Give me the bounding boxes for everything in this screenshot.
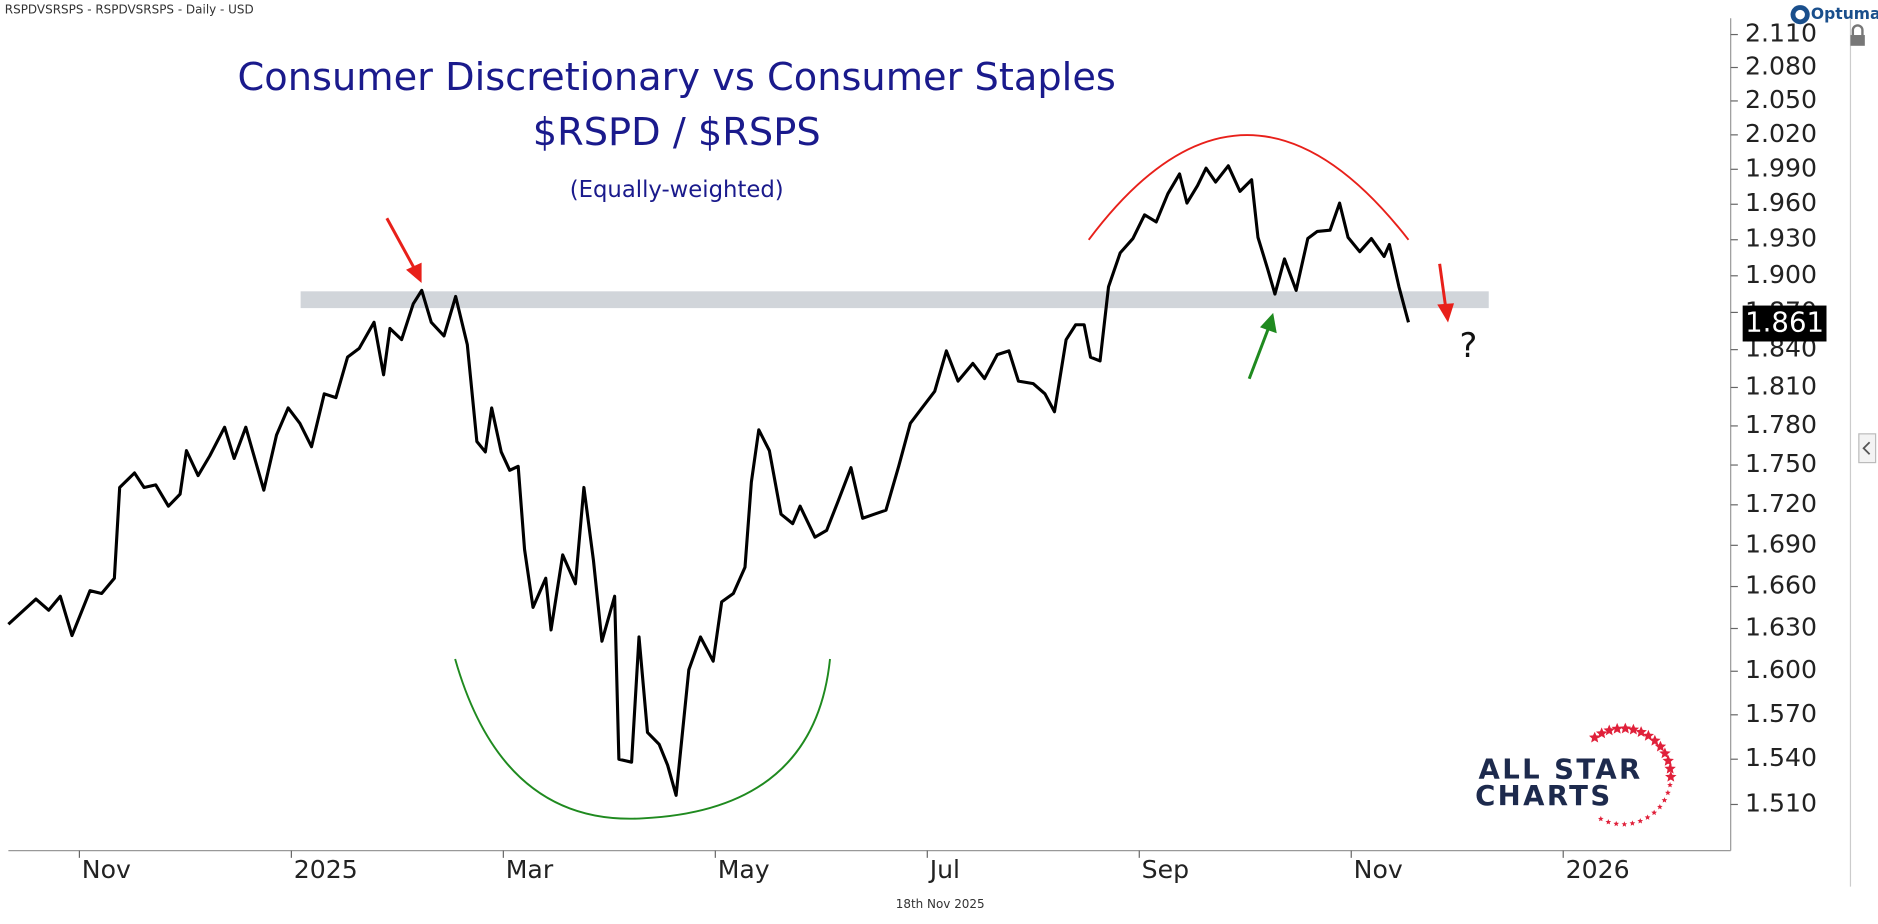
top-arc: [1087, 134, 1410, 241]
y-tick-label: 2.080: [1745, 52, 1817, 81]
y-tick-label: 1.930: [1745, 224, 1817, 253]
logo-star: [1627, 723, 1640, 735]
red-arrow-down: [1437, 263, 1455, 323]
logo-line2: CHARTS: [1475, 780, 1613, 812]
header: RSPDVSRSPS - RSPDVSRSPS - Daily - USD: [5, 2, 254, 16]
logo-star: [1588, 731, 1601, 743]
logo-star: [1613, 820, 1620, 827]
x-tick-label: Mar: [506, 855, 554, 884]
logo-line1: ALL STAR: [1479, 753, 1643, 785]
logo-star: [1629, 820, 1636, 826]
allstar-logo: ALL STAR CHARTS: [1475, 722, 1677, 827]
y-tick-label: 1.750: [1745, 449, 1817, 478]
logo-star: [1664, 762, 1676, 774]
y-tick-label: 1.990: [1745, 153, 1817, 182]
y-tick-label: 1.720: [1745, 489, 1817, 518]
lock-shackle: [1851, 24, 1864, 36]
plot-area: [7, 164, 1410, 797]
logo-star: [1611, 722, 1623, 734]
x-tick-label: Nov: [82, 855, 131, 884]
green-arrow: [1247, 312, 1277, 380]
y-tick-label: 1.540: [1745, 743, 1817, 772]
logo-star: [1603, 724, 1615, 736]
logo-star: [1661, 797, 1668, 803]
footer-date: 18th Nov 2025: [896, 897, 985, 911]
logo-star: [1637, 818, 1644, 824]
bottom-arc: [454, 658, 831, 820]
logo-star: [1665, 770, 1677, 782]
x-tick-label: Nov: [1354, 855, 1403, 884]
logo-star: [1621, 821, 1628, 827]
logo-star: [1657, 803, 1663, 810]
chart-note: (Equally-weighted): [570, 177, 784, 203]
logo-star: [1649, 734, 1661, 746]
logo-star: [1667, 782, 1673, 788]
resistance-band: [300, 291, 1489, 309]
y-tick-label: 1.630: [1745, 613, 1817, 642]
y-tick-label: 1.780: [1745, 410, 1817, 439]
last-value-box: [1742, 305, 1827, 342]
lock-icon: [1850, 24, 1865, 46]
price-line: [7, 164, 1410, 797]
y-tick-label: 1.810: [1745, 371, 1817, 400]
logo-star: [1605, 819, 1612, 825]
arrow-shaft: [385, 217, 416, 270]
red-arrow-left: [385, 217, 422, 283]
collapse-button[interactable]: [1858, 433, 1877, 464]
x-tick-label: Jul: [928, 855, 960, 884]
brand-icon-hole: [1795, 9, 1805, 20]
brand-name: Optuma: [1811, 5, 1878, 23]
collapse-arrow: [1862, 441, 1871, 455]
logo-star: [1665, 789, 1671, 796]
y-tick-label: 1.570: [1745, 699, 1817, 728]
y-tick-label: 2.110: [1745, 19, 1817, 48]
x-tick-label: 2026: [1566, 855, 1630, 884]
x-tick-label: Sep: [1142, 855, 1189, 884]
y-tick-label: 1.900: [1745, 260, 1817, 289]
arrow-head: [1437, 303, 1455, 323]
chart-subtitle: $RSPD / $RSPS: [533, 110, 821, 155]
x-tick-label: May: [718, 855, 770, 884]
y-tick-label: 2.050: [1745, 85, 1817, 114]
y-tick-label: 1.660: [1745, 571, 1817, 600]
logo-star: [1597, 815, 1604, 822]
logo-star: [1651, 809, 1658, 816]
y-tick-label: 1.600: [1745, 655, 1817, 684]
y-tick-label: 2.020: [1745, 119, 1817, 148]
question-mark: ?: [1459, 326, 1477, 365]
axes: 1.510 1.540 1.570 1.600 1.630 1.660 1.690 1.720…: [78, 19, 1827, 884]
logo-star: [1654, 740, 1667, 752]
arrow-shaft: [1247, 327, 1270, 380]
logo-star: [1662, 754, 1674, 766]
arrow-head: [1259, 312, 1277, 334]
arrow-head: [406, 262, 422, 283]
arrow-shaft: [1438, 263, 1448, 308]
logo-star: [1595, 727, 1608, 739]
y-tick-label: 1.960: [1745, 188, 1817, 217]
last-value-label: 1.861: [1745, 307, 1824, 339]
logo-star: [1642, 729, 1655, 741]
y-tick-label: 1.510: [1745, 788, 1817, 817]
brand-logo: Optuma: [1790, 5, 1878, 25]
logo-star: [1644, 814, 1651, 820]
x-tick-label: 2025: [294, 855, 358, 884]
logo-star: [1619, 722, 1632, 734]
logo-star: [1659, 747, 1671, 759]
y-tick-label: 1.690: [1745, 529, 1817, 558]
lock-body: [1850, 35, 1865, 46]
chart-title: Consumer Discretionary vs Consumer Stapl…: [238, 55, 1116, 100]
